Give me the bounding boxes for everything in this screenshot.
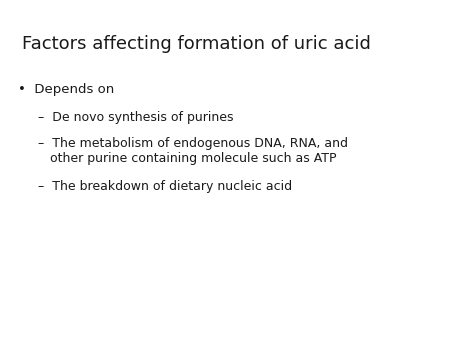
Text: –  The metabolism of endogenous DNA, RNA, and: – The metabolism of endogenous DNA, RNA,… — [38, 137, 348, 150]
Text: –  De novo synthesis of purines: – De novo synthesis of purines — [38, 111, 234, 124]
Text: Factors affecting formation of uric acid: Factors affecting formation of uric acid — [22, 35, 371, 53]
Text: other purine containing molecule such as ATP: other purine containing molecule such as… — [38, 152, 337, 165]
Text: •  Depends on: • Depends on — [18, 83, 114, 96]
Text: –  The breakdown of dietary nucleic acid: – The breakdown of dietary nucleic acid — [38, 180, 292, 193]
